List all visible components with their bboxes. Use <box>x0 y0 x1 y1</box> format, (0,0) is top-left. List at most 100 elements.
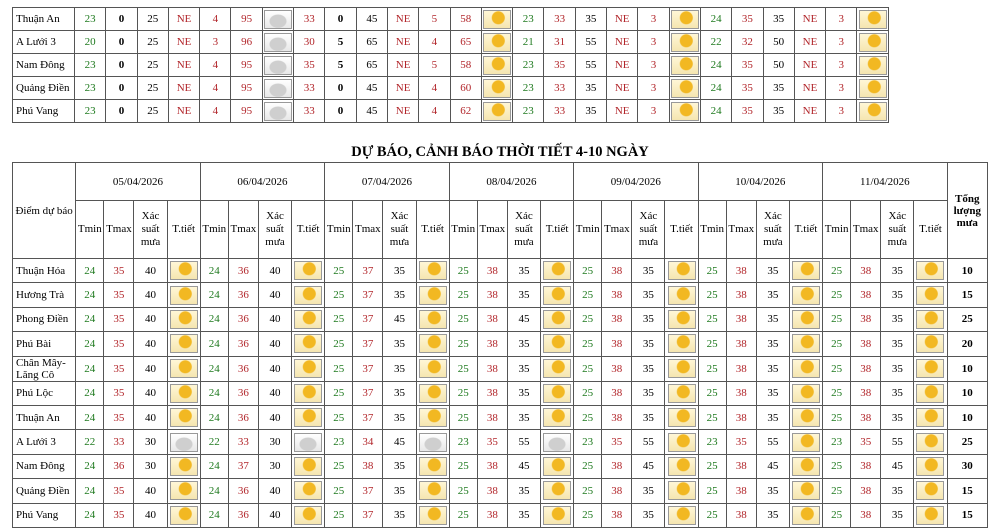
cell: 55 <box>574 30 608 54</box>
rain-probability: 35 <box>506 355 542 382</box>
weather-icon <box>667 432 696 452</box>
rain-probability: 40 <box>133 478 168 504</box>
tmin: 25 <box>697 502 727 528</box>
cell: 31 <box>543 30 576 54</box>
weather-icon <box>263 55 292 75</box>
icon-cell <box>664 306 699 333</box>
tmin: 24 <box>199 478 229 504</box>
tmin: 25 <box>822 331 852 357</box>
rain-probability: 35 <box>880 306 915 333</box>
cell: 35 <box>762 7 795 31</box>
tmax: 37 <box>352 306 384 333</box>
date-header: 09/04/2026 <box>573 162 699 201</box>
sub-header: Tmin <box>75 200 105 259</box>
cell: 3 <box>637 53 670 77</box>
icon-cell <box>913 478 948 504</box>
date-header: 08/04/2026 <box>448 162 575 201</box>
tmax: 38 <box>476 331 508 357</box>
forecast-title: DỰ BÁO, CẢNH BÁO THỜI TIẾT 4-10 NGÀY <box>351 144 649 160</box>
icon-cell <box>913 306 948 333</box>
weather-icon <box>294 432 323 452</box>
rain-probability: 35 <box>631 306 666 333</box>
tmax: 38 <box>476 257 508 284</box>
tmax: 38 <box>601 331 633 357</box>
tmax: 37 <box>352 478 384 504</box>
tmin: 24 <box>75 257 105 284</box>
cell: 4 <box>418 76 451 100</box>
weather-icon <box>294 309 323 329</box>
icon-cell <box>788 380 824 406</box>
row: Thuận An 23 0 25 NE 4 95 33 0 45 NE 5 58 23 33 35 NE 3 24 3… <box>12 7 889 31</box>
cell: 33 <box>293 99 326 123</box>
tmin: 25 <box>324 331 354 357</box>
cell: NE <box>167 30 201 54</box>
rain-probability: 35 <box>382 355 417 382</box>
tmax: 38 <box>601 257 633 284</box>
cell: 24 <box>699 53 733 77</box>
weather-icon <box>418 309 447 329</box>
tmax: 38 <box>601 282 633 308</box>
tmin: 22 <box>199 429 229 455</box>
row: Quảng Điền 23 0 25 NE 4 95 33 0 45 NE 4 60 23 33 35 NE 3 2… <box>12 76 889 100</box>
cell: 3 <box>637 7 670 31</box>
tmax: 38 <box>850 502 882 528</box>
tmax: 35 <box>476 429 508 455</box>
tmax: 36 <box>227 257 259 284</box>
cell: NE <box>386 30 420 54</box>
weather-icon <box>169 359 198 379</box>
tmax: 38 <box>476 306 508 333</box>
icon-cell <box>261 76 295 100</box>
rain-probability: 35 <box>382 380 417 406</box>
cell: 0 <box>105 30 138 54</box>
cell: 65 <box>355 30 388 54</box>
weather-icon <box>667 261 696 281</box>
cell: 50 <box>762 53 795 77</box>
cell: 33 <box>543 76 576 100</box>
weather-icon <box>418 285 447 305</box>
weather-icon <box>670 32 699 52</box>
station-name: Phú Lộc <box>11 380 77 406</box>
weather-icon <box>169 334 198 354</box>
sub-header: Tmin <box>448 200 478 259</box>
tmin: 25 <box>822 478 852 504</box>
tmax: 37 <box>352 355 384 382</box>
tmin: 24 <box>75 404 105 431</box>
tmax: 35 <box>103 282 135 308</box>
rain-probability: 30 <box>133 429 168 455</box>
cell: 95 <box>230 7 263 31</box>
tmin: 24 <box>199 404 229 431</box>
tmax: 38 <box>476 453 508 480</box>
tmax: 37 <box>352 331 384 357</box>
cell: 0 <box>105 99 138 123</box>
weather-icon <box>294 505 323 525</box>
tmin: 24 <box>75 331 105 357</box>
tmin: 24 <box>199 257 229 284</box>
cell: 35 <box>731 53 764 77</box>
weather-icon <box>858 9 887 29</box>
rain-probability: 35 <box>755 331 790 357</box>
icon-cell <box>166 453 201 480</box>
cell: 23 <box>73 99 107 123</box>
rain-probability: 55 <box>880 429 915 455</box>
weather-icon <box>916 261 945 281</box>
sub-header: T.tiết <box>664 200 699 259</box>
tmax: 36 <box>227 380 259 406</box>
weather-icon <box>667 456 696 476</box>
cell: 55 <box>574 53 608 77</box>
rain-probability: 55 <box>506 429 542 455</box>
tmin: 25 <box>324 453 354 480</box>
tmax: 35 <box>103 331 135 357</box>
icon-cell <box>166 404 201 431</box>
rain-probability: 35 <box>382 404 417 431</box>
cell: 35 <box>543 53 576 77</box>
icon-cell <box>913 331 948 357</box>
tmax: 38 <box>725 257 757 284</box>
tmax: 38 <box>850 282 882 308</box>
icon-cell <box>788 282 824 308</box>
cell: 35 <box>574 99 608 123</box>
tmax: 36 <box>227 306 259 333</box>
weather-icon <box>169 309 198 329</box>
tmin: 23 <box>822 429 852 455</box>
cell: 4 <box>199 7 232 31</box>
